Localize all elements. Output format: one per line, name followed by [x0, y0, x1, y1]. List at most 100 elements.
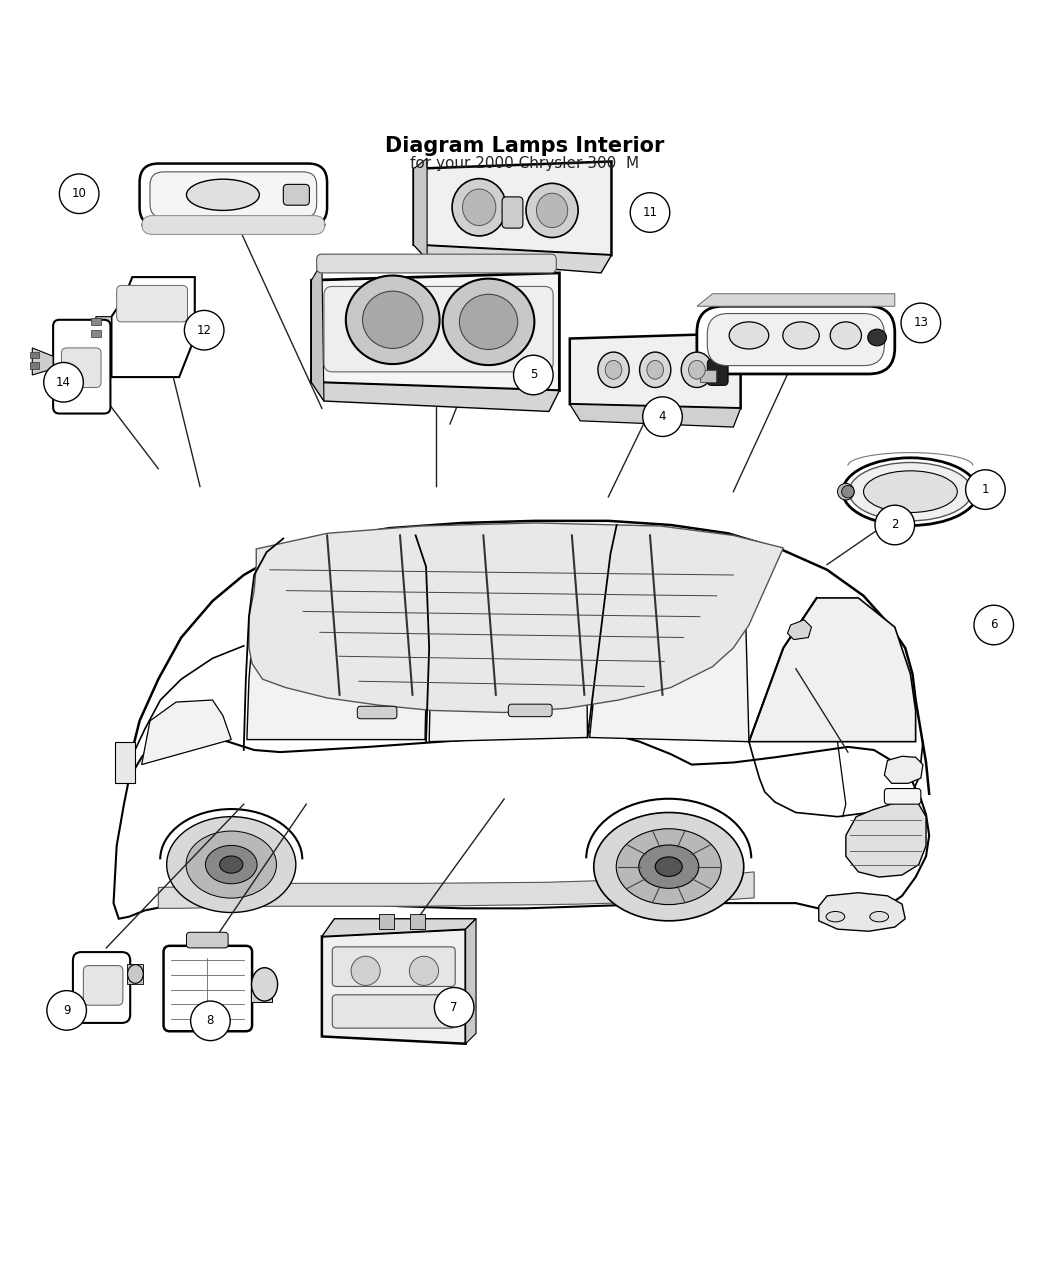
- Circle shape: [47, 991, 86, 1030]
- Text: 4: 4: [658, 411, 667, 423]
- Bar: [30, 352, 39, 358]
- Bar: [301, 190, 314, 200]
- Polygon shape: [697, 293, 895, 306]
- FancyBboxPatch shape: [357, 706, 397, 719]
- Polygon shape: [414, 245, 611, 273]
- FancyBboxPatch shape: [317, 254, 556, 273]
- Polygon shape: [891, 827, 906, 842]
- Polygon shape: [322, 919, 476, 936]
- Polygon shape: [249, 523, 783, 713]
- Text: 14: 14: [56, 376, 71, 389]
- FancyBboxPatch shape: [164, 946, 252, 1031]
- Ellipse shape: [647, 361, 664, 379]
- Ellipse shape: [443, 279, 534, 365]
- Text: 5: 5: [529, 368, 537, 381]
- Text: 6: 6: [990, 618, 998, 631]
- Polygon shape: [884, 756, 923, 783]
- Text: for your 2000 Chrysler 300  M: for your 2000 Chrysler 300 M: [411, 156, 639, 171]
- Polygon shape: [247, 533, 427, 739]
- Ellipse shape: [863, 470, 958, 513]
- Ellipse shape: [639, 352, 671, 388]
- Circle shape: [875, 505, 915, 544]
- Ellipse shape: [462, 189, 496, 226]
- Ellipse shape: [345, 275, 440, 365]
- Polygon shape: [570, 404, 740, 427]
- Ellipse shape: [597, 352, 629, 388]
- Text: 13: 13: [914, 316, 928, 329]
- Ellipse shape: [842, 486, 854, 499]
- Bar: [251, 977, 272, 1002]
- Bar: [127, 964, 143, 984]
- Polygon shape: [846, 799, 926, 877]
- Ellipse shape: [638, 845, 698, 889]
- Polygon shape: [142, 700, 231, 765]
- Circle shape: [44, 362, 83, 402]
- Polygon shape: [749, 598, 916, 742]
- Ellipse shape: [187, 180, 259, 210]
- Ellipse shape: [453, 179, 506, 236]
- Bar: [114, 742, 135, 783]
- FancyBboxPatch shape: [508, 704, 552, 717]
- FancyBboxPatch shape: [83, 965, 123, 1005]
- Polygon shape: [312, 382, 560, 412]
- Ellipse shape: [867, 329, 886, 346]
- Ellipse shape: [206, 845, 257, 884]
- Text: 1: 1: [982, 483, 989, 496]
- Polygon shape: [312, 273, 560, 390]
- Polygon shape: [312, 263, 324, 402]
- Text: 9: 9: [63, 1003, 70, 1017]
- Bar: [90, 330, 101, 338]
- FancyBboxPatch shape: [332, 947, 456, 987]
- Bar: [700, 370, 716, 382]
- Circle shape: [60, 173, 99, 213]
- Text: 12: 12: [196, 324, 212, 337]
- Bar: [152, 190, 165, 200]
- FancyBboxPatch shape: [72, 952, 130, 1023]
- Ellipse shape: [967, 483, 984, 500]
- Ellipse shape: [537, 194, 568, 228]
- Text: 11: 11: [643, 207, 657, 219]
- Ellipse shape: [831, 321, 861, 349]
- Ellipse shape: [681, 352, 713, 388]
- Text: 8: 8: [207, 1015, 214, 1028]
- Polygon shape: [570, 333, 740, 408]
- FancyBboxPatch shape: [187, 932, 228, 947]
- Ellipse shape: [605, 361, 622, 379]
- Bar: [30, 362, 39, 368]
- FancyBboxPatch shape: [884, 788, 921, 805]
- Ellipse shape: [838, 483, 854, 500]
- Polygon shape: [113, 732, 929, 919]
- Text: Diagram Lamps Interior: Diagram Lamps Interior: [385, 136, 665, 156]
- Polygon shape: [877, 827, 891, 842]
- FancyBboxPatch shape: [54, 320, 110, 413]
- Circle shape: [643, 397, 682, 436]
- FancyBboxPatch shape: [142, 215, 326, 235]
- Bar: [379, 914, 394, 929]
- FancyBboxPatch shape: [502, 196, 523, 228]
- Ellipse shape: [689, 361, 706, 379]
- Polygon shape: [590, 546, 749, 742]
- Circle shape: [185, 310, 224, 351]
- Text: 2: 2: [891, 519, 899, 532]
- Ellipse shape: [362, 291, 423, 348]
- FancyBboxPatch shape: [332, 994, 456, 1028]
- FancyBboxPatch shape: [697, 306, 895, 374]
- Text: 10: 10: [71, 187, 86, 200]
- Ellipse shape: [219, 856, 243, 873]
- Polygon shape: [111, 277, 195, 377]
- Ellipse shape: [128, 965, 143, 983]
- Ellipse shape: [826, 912, 845, 922]
- Ellipse shape: [186, 831, 276, 898]
- Ellipse shape: [729, 321, 769, 349]
- FancyBboxPatch shape: [140, 163, 328, 226]
- Circle shape: [191, 1001, 230, 1040]
- Ellipse shape: [410, 956, 439, 986]
- Ellipse shape: [593, 812, 743, 921]
- Ellipse shape: [459, 295, 518, 349]
- Ellipse shape: [351, 956, 380, 986]
- Ellipse shape: [526, 184, 579, 237]
- Polygon shape: [788, 620, 812, 640]
- FancyBboxPatch shape: [708, 360, 728, 385]
- Polygon shape: [414, 158, 427, 259]
- Ellipse shape: [869, 912, 888, 922]
